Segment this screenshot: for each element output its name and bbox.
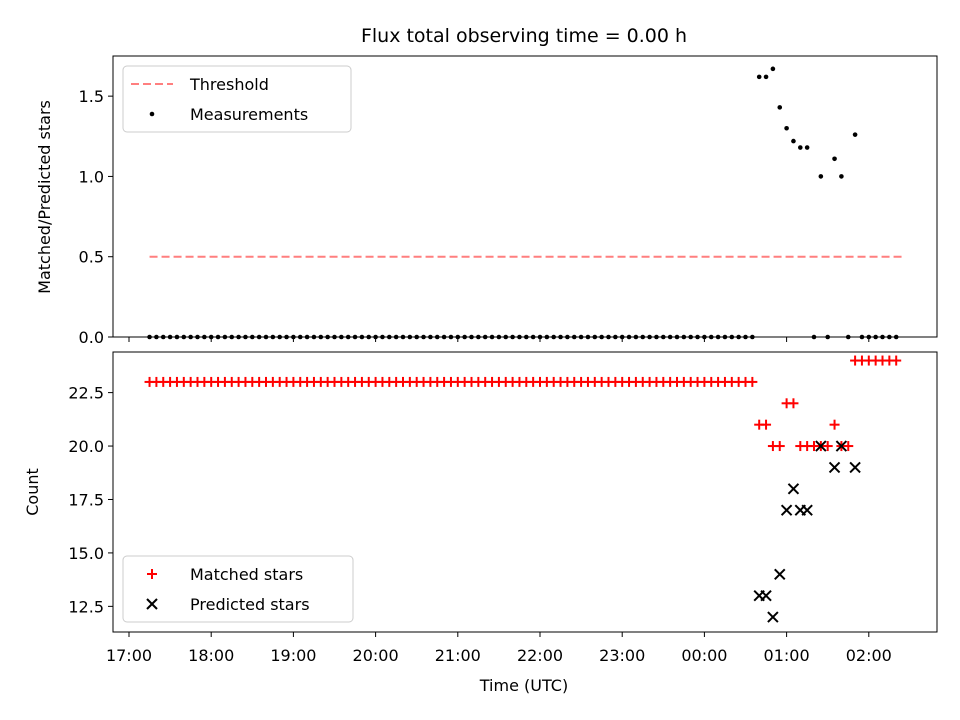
cross-b: [828, 461, 841, 474]
top-axes: 0.0 0.5 1.0 1.5 Threshold Measurements: [79, 55, 938, 347]
measurement-point: [839, 174, 844, 179]
top-legend: Threshold Measurements: [122, 65, 352, 133]
y-tick-label: 15.0: [68, 544, 104, 563]
top-frame: [112, 55, 938, 338]
y-tick-label: 17.5: [68, 490, 104, 509]
cross-b: [801, 504, 813, 516]
matched-star-marker: [822, 441, 833, 452]
predicted-star-marker: [815, 440, 827, 452]
x-tick-label: 21:00: [435, 646, 481, 665]
measurement-point: [804, 145, 810, 150]
cross-b: [146, 598, 158, 610]
x-tick-label: 19:00: [270, 646, 316, 665]
cross-b: [760, 589, 772, 602]
x-tick-label: 01:00: [764, 646, 810, 665]
predicted-star-marker: [780, 504, 793, 516]
cross-b: [774, 568, 786, 580]
x-tick-label: 02:00: [846, 646, 892, 665]
predicted-star-marker: [760, 589, 772, 602]
matched-star-marker: [843, 441, 854, 452]
top-legend-box: [122, 65, 352, 133]
matched-star-marker: [747, 376, 758, 387]
measurement-point: [784, 125, 789, 131]
matched-star-marker: [761, 419, 772, 430]
y-tick-label: 12.5: [68, 597, 104, 616]
matched-star-marker: [829, 419, 840, 430]
x-tick-label: 23:00: [599, 646, 645, 665]
bottom-legend-box: [122, 555, 354, 623]
predicted-star-marker: [801, 504, 813, 516]
x-tick-label: 17:00: [106, 646, 152, 665]
predicted-star-marker: [849, 461, 861, 474]
legend-measurements-swatch: [149, 111, 155, 117]
measurement-point: [832, 156, 837, 162]
cross-b: [787, 483, 800, 495]
legend-measurements-label: Measurements: [190, 105, 308, 124]
matched-star-marker: [788, 398, 799, 409]
legend-matched-swatch: [147, 569, 157, 579]
y-tick-label: 1.5: [79, 87, 104, 106]
measurement-point: [852, 132, 858, 137]
bottom-frame: [112, 351, 938, 633]
x-tick-label: 18:00: [188, 646, 234, 665]
y-tick-label: 20.0: [68, 437, 104, 456]
figure-title: Flux total observing time = 0.00 h: [361, 25, 687, 47]
y-tick-label: 0.0: [79, 328, 104, 347]
measurement-point: [763, 74, 769, 80]
cross-b: [815, 440, 827, 452]
measurement-point: [818, 174, 824, 179]
bottom-legend: Matched stars Predicted stars: [122, 555, 354, 623]
x-tick-label: 00:00: [681, 646, 727, 665]
predicted-star-marker: [767, 611, 779, 623]
x-tick-label: 22:00: [517, 646, 563, 665]
x-axis-title: Time (UTC): [479, 676, 568, 695]
cross-b: [780, 504, 793, 516]
measurement-point: [756, 74, 762, 80]
measurement-point: [777, 105, 783, 110]
matched-star-marker: [774, 441, 785, 452]
x-tick-label: 20:00: [353, 646, 399, 665]
cross-b: [849, 461, 861, 474]
predicted-star-marker: [835, 440, 848, 452]
predicted-star-marker: [787, 483, 800, 495]
predicted-star-marker: [828, 461, 841, 474]
measurement-point: [770, 66, 776, 72]
bottom-y-axis-title: Count: [23, 468, 42, 516]
y-tick-label: 1.0: [79, 167, 104, 186]
y-tick-label: 0.5: [79, 248, 104, 267]
top-y-axis-title: Matched/Predicted stars: [35, 100, 54, 294]
measurement-point: [791, 138, 796, 144]
cross-b: [835, 440, 848, 452]
legend-predicted-swatch: [146, 598, 158, 610]
predicted-star-marker: [774, 568, 786, 580]
measurement-point: [798, 145, 803, 150]
cross-b: [767, 611, 779, 623]
matched-star-marker: [891, 355, 902, 366]
bottom-axes: 12.5 15.0 17.5 20.0 22.5 17:00 18:00 19:00 20:00…: [68, 351, 938, 665]
y-tick-label: 22.5: [68, 384, 104, 403]
legend-matched-label: Matched stars: [190, 565, 303, 584]
legend-predicted-label: Predicted stars: [190, 595, 310, 614]
legend-threshold-label: Threshold: [189, 75, 269, 94]
